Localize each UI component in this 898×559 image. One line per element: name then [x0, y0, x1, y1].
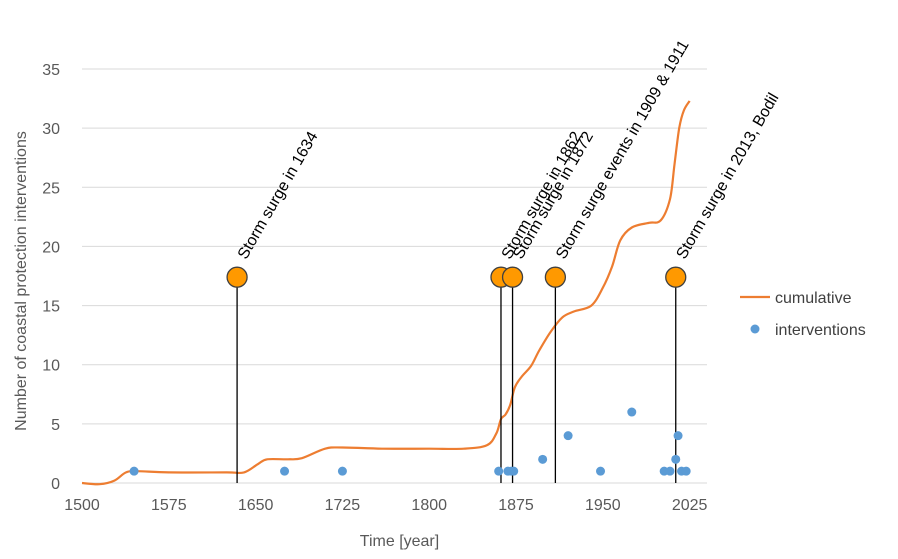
legend-label: interventions: [775, 322, 866, 339]
intervention-point: [681, 466, 691, 476]
intervention-point: [538, 454, 548, 464]
intervention-point: [509, 466, 519, 476]
event-label: Storm surge in 1872: [510, 129, 597, 262]
y-tick-label: 35: [42, 62, 60, 79]
x-tick-label: 1725: [325, 497, 361, 514]
intervention-point: [129, 466, 139, 476]
cumulative-series: [81, 100, 691, 486]
x-tick-label: 1500: [64, 497, 100, 514]
gridlines: [82, 68, 707, 425]
y-axis-title: Number of coastal protection interventio…: [13, 131, 30, 431]
event-marker: [665, 266, 687, 288]
intervention-point: [673, 431, 683, 441]
x-tick-label: 1575: [151, 497, 187, 514]
y-axis-ticks: 0 5 10 15 20 25 30 35: [42, 62, 60, 493]
legend-label: cumulative: [775, 290, 852, 307]
y-tick-label: 5: [51, 417, 60, 434]
intervention-point: [337, 466, 347, 476]
x-tick-label: 1875: [498, 497, 534, 514]
y-tick-label: 0: [51, 476, 60, 493]
intervention-point: [665, 466, 675, 476]
intervention-point: [563, 431, 573, 441]
y-tick-label: 20: [42, 239, 60, 256]
event-label: Storm surge in 1634: [235, 129, 322, 262]
event-marker: [544, 266, 567, 288]
legend-swatch-interventions: [750, 324, 760, 334]
legend: cumulative interventions: [740, 290, 866, 339]
cumulative-line: [81, 100, 691, 486]
event-marker: [226, 266, 248, 288]
intervention-point: [627, 407, 637, 417]
event-marker: [501, 266, 524, 288]
x-tick-label: 1650: [238, 497, 274, 514]
intervention-point: [494, 466, 504, 476]
event-label: Storm surge in 2013, Bodil: [673, 90, 782, 262]
intervention-point: [596, 466, 606, 476]
x-tick-label: 1800: [411, 497, 447, 514]
intervention-point: [671, 454, 681, 464]
intervention-point: [280, 466, 290, 476]
y-tick-label: 30: [42, 121, 60, 138]
x-axis-ticks: 1500 1575 1650 1725 1800 1875 1950 2025: [64, 497, 707, 514]
y-tick-label: 25: [42, 180, 60, 197]
x-tick-label: 1950: [585, 497, 621, 514]
interventions-series: [129, 407, 691, 476]
x-axis-title: Time [year]: [360, 533, 439, 550]
y-tick-label: 10: [42, 358, 60, 375]
x-tick-label: 2025: [672, 497, 708, 514]
y-tick-label: 15: [42, 299, 60, 316]
